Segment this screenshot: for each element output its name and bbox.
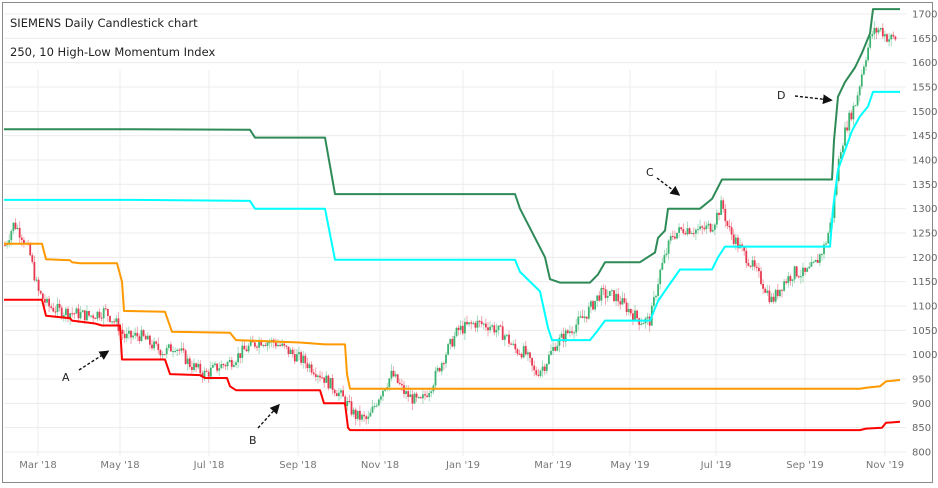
indicator-lines xyxy=(4,8,901,432)
y-tick-label: 1300 xyxy=(912,204,937,215)
y-tick-label: 1650 xyxy=(912,34,937,45)
x-tick-label: Mar '19 xyxy=(534,460,572,471)
y-tick-label: 1150 xyxy=(912,277,937,288)
x-tick-label: Jul '18 xyxy=(193,460,225,471)
annotation-label-b: B xyxy=(249,434,257,447)
y-tick-label: 800 xyxy=(912,448,931,459)
y-tick-label: 1550 xyxy=(912,83,937,94)
y-tick-label: 1700 xyxy=(912,10,937,21)
annotation-c: C xyxy=(646,166,681,196)
arrow-icon xyxy=(794,94,833,105)
annotation-label-d: D xyxy=(777,89,785,102)
y-tick-label: 1450 xyxy=(912,131,937,142)
250-day-low-line xyxy=(4,90,900,342)
vertical-gridlines xyxy=(37,70,886,456)
y-tick-label: 1400 xyxy=(912,156,937,167)
chart-subtitle: 250, 10 High-Low Momentum Index xyxy=(10,45,216,59)
y-tick-label: 1100 xyxy=(912,302,937,313)
x-tick-label: Jul '19 xyxy=(700,460,732,471)
10-day-low-line xyxy=(4,298,901,432)
x-tick-label: Sep '18 xyxy=(279,460,317,471)
y-tick-label: 1350 xyxy=(912,180,937,191)
annotation-d: D xyxy=(777,89,833,105)
y-tick-label: 1200 xyxy=(912,253,937,264)
candles xyxy=(4,21,897,427)
y-tick-label: 1000 xyxy=(912,350,937,361)
x-tick-label: Jan '19 xyxy=(445,460,480,471)
x-tick-label: Nov '19 xyxy=(866,460,904,471)
annotation-a: A xyxy=(62,350,110,384)
10-day-high-line xyxy=(4,242,901,390)
y-tick-label: 900 xyxy=(912,399,931,410)
horizontal-gridlines xyxy=(4,13,906,453)
chart-title: SIEMENS Daily Candlestick chart xyxy=(10,16,198,30)
x-axis: Mar '18 May '18 Jul '18 Sep '18 Nov '18 Jan '… xyxy=(19,460,904,471)
y-tick-label: 1600 xyxy=(912,58,937,69)
x-tick-label: May '19 xyxy=(610,460,649,471)
arrow-icon xyxy=(656,177,681,196)
arrow-icon xyxy=(257,403,280,429)
y-tick-label: 950 xyxy=(912,375,931,386)
y-tick-label: 1050 xyxy=(912,326,937,337)
arrow-icon xyxy=(78,350,110,371)
250-day-high-line xyxy=(4,8,900,284)
y-tick-label: 1250 xyxy=(912,229,937,240)
annotation-label-c: C xyxy=(646,166,654,179)
y-tick-label: 850 xyxy=(912,423,931,434)
annotation-b: B xyxy=(249,403,280,447)
y-axis: 1700 1650 1600 1550 1500 1450 1400 1350 1300 1250… xyxy=(912,10,937,459)
annotation-label-a: A xyxy=(62,371,70,384)
x-tick-label: Nov '18 xyxy=(361,460,399,471)
y-tick-label: 1500 xyxy=(912,107,937,118)
x-tick-label: Sep '19 xyxy=(786,460,824,471)
x-tick-label: May '18 xyxy=(100,460,139,471)
x-tick-label: Mar '18 xyxy=(19,460,57,471)
